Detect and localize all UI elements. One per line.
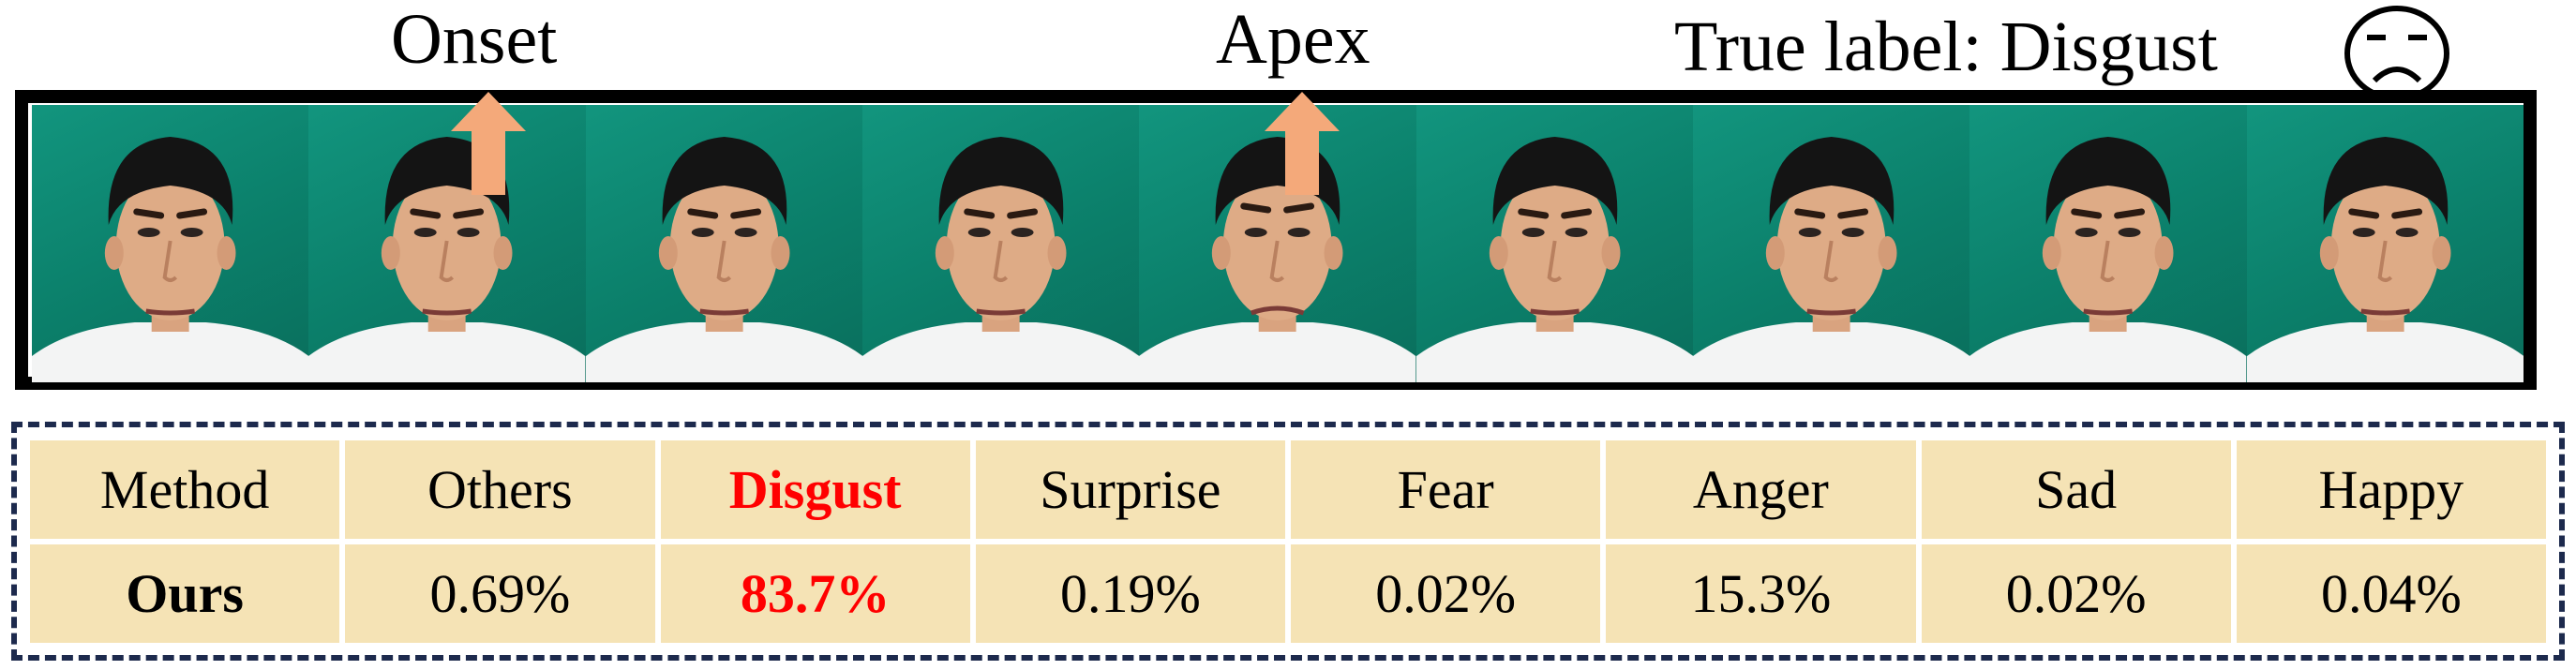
video-frame bbox=[861, 105, 1140, 382]
onset-up-arrow-icon bbox=[451, 92, 526, 195]
onset-label: Onset bbox=[391, 0, 558, 79]
cell-surprise: 0.19% bbox=[975, 544, 1285, 643]
cell-sad: 0.02% bbox=[1921, 544, 2231, 643]
disgust-face-icon bbox=[2344, 6, 2449, 101]
header-surprise: Surprise bbox=[975, 440, 1285, 539]
results-table: Method Others Disgust Surprise Fear Ange… bbox=[24, 435, 2552, 648]
header-method: Method bbox=[30, 440, 340, 539]
video-frame bbox=[32, 105, 309, 382]
table-row-ours: Ours 0.69% 83.7% 0.19% 0.02% 15.3% 0.02%… bbox=[30, 544, 2546, 643]
video-frame bbox=[1139, 105, 1416, 382]
header-anger: Anger bbox=[1606, 440, 1916, 539]
table-header-row: Method Others Disgust Surprise Fear Ange… bbox=[30, 440, 2546, 539]
header-others: Others bbox=[345, 440, 655, 539]
cell-method: Ours bbox=[30, 544, 340, 643]
video-frames bbox=[32, 105, 2524, 382]
true-label: True label: Disgust bbox=[1674, 7, 2218, 86]
cell-disgust: 83.7% bbox=[660, 544, 970, 643]
video-frame bbox=[2246, 105, 2524, 382]
cell-happy: 0.04% bbox=[2236, 544, 2546, 643]
cell-fear: 0.02% bbox=[1291, 544, 1601, 643]
cell-others: 0.69% bbox=[345, 544, 655, 643]
video-frame bbox=[585, 105, 862, 382]
header-disgust: Disgust bbox=[660, 440, 970, 539]
video-frame bbox=[1692, 105, 1970, 382]
header-happy: Happy bbox=[2236, 440, 2546, 539]
video-frame bbox=[1415, 105, 1693, 382]
results-table-frame: Method Others Disgust Surprise Fear Ange… bbox=[11, 422, 2565, 661]
header-fear: Fear bbox=[1291, 440, 1601, 539]
video-frame bbox=[308, 105, 586, 382]
cell-anger: 15.3% bbox=[1606, 544, 1916, 643]
header-sad: Sad bbox=[1921, 440, 2231, 539]
apex-up-arrow-icon bbox=[1265, 92, 1340, 195]
video-frame bbox=[1969, 105, 2247, 382]
apex-label: Apex bbox=[1216, 0, 1370, 79]
